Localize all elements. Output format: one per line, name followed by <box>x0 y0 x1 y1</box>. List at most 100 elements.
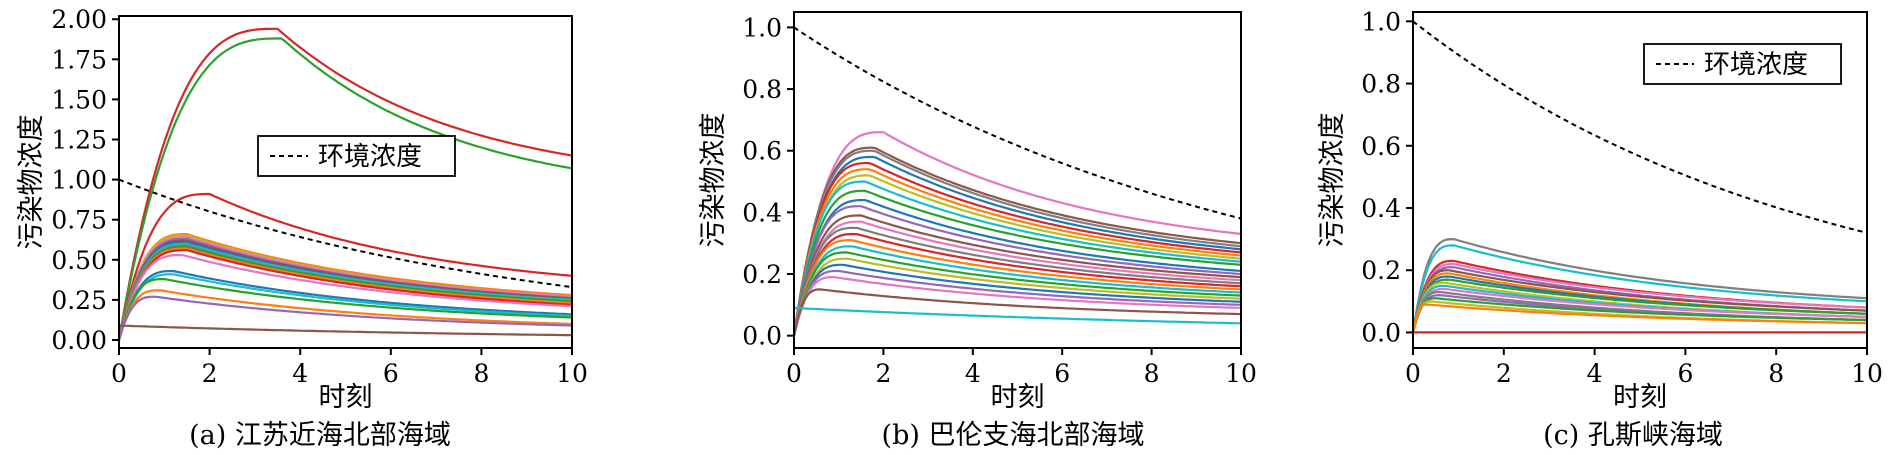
series-line-b20 <box>792 263 1242 336</box>
series-line-b11 <box>792 205 1242 336</box>
y-tick-label: 1.25 <box>51 125 107 154</box>
y-axis-label: 污染物浓度 <box>698 113 729 248</box>
panel-caption: (a) 江苏近海北部海域 <box>189 420 451 451</box>
plot-frame <box>1412 11 1868 349</box>
panel-a: 0 2 4 6 8 10 0.00 0.25 0.50 0.75 1.00 1.25 1.50 1.75 2… <box>16 5 588 451</box>
series-line-s15 <box>117 253 573 341</box>
series-line-b15 <box>792 232 1242 336</box>
panel-c: 0 2 4 6 8 10 0.0 0.2 0.4 0.6 0.8 1.0 时刻 污染物浓度 (c) 孔斯峡海… <box>1317 7 1883 451</box>
series-line-b13 <box>792 220 1242 336</box>
series-line-b3 <box>792 149 1242 336</box>
series-group <box>792 131 1242 336</box>
series-line-b22 <box>792 275 1242 336</box>
x-tick-label: 8 <box>1144 359 1160 388</box>
series-line-s19 <box>117 289 573 341</box>
y-tick-label: 0.00 <box>51 326 107 355</box>
y-tick-label: 0.4 <box>742 198 782 227</box>
series-line-green-high <box>117 37 573 341</box>
x-tick-label: 2 <box>875 359 891 388</box>
legend-label: 环境浓度 <box>318 142 422 172</box>
series-line-b7 <box>792 174 1242 336</box>
series-line-s16 <box>117 269 573 341</box>
x-tick-label: 4 <box>965 359 981 388</box>
series-line-s8 <box>117 239 573 341</box>
x-tick-label: 0 <box>111 359 127 388</box>
series-line-b23 <box>792 288 1242 336</box>
series-line-c-cyan <box>1411 244 1868 333</box>
x-tick-label: 10 <box>1851 359 1883 388</box>
y-tick-label: 0.8 <box>742 75 782 104</box>
x-tick-label: 0 <box>786 359 802 388</box>
series-line-red-high <box>117 27 573 341</box>
plot-frame <box>118 15 573 349</box>
series-line-b14 <box>792 226 1242 336</box>
series-group <box>1411 237 1868 334</box>
series-line-b10 <box>792 198 1242 336</box>
legend-label: 环境浓度 <box>1704 50 1808 80</box>
x-tick-label: 2 <box>1496 359 1512 388</box>
series-line-pink-top <box>792 131 1242 336</box>
x-axis-label: 时刻 <box>319 382 373 413</box>
plot-frame <box>793 11 1242 349</box>
environment-concentration-line <box>118 178 573 289</box>
panel-caption: (b) 巴伦支海北部海域 <box>882 420 1145 451</box>
series-line-s4 <box>117 233 573 341</box>
series-line-c4 <box>1411 262 1868 333</box>
series-line-c6 <box>1411 269 1868 333</box>
y-tick-label: 0.8 <box>1361 70 1401 99</box>
x-tick-label: 6 <box>383 359 399 388</box>
series-line-c12 <box>1411 287 1868 333</box>
legend: 环境浓度 <box>1643 43 1842 85</box>
y-tick-label: 0.2 <box>742 260 782 289</box>
series-line-b17 <box>792 245 1242 336</box>
y-tick-label: 0.2 <box>1361 256 1401 285</box>
x-tick-label: 10 <box>1225 359 1257 388</box>
panel-caption: (c) 孔斯峡海域 <box>1543 420 1723 451</box>
y-tick-label: 0.4 <box>1361 194 1401 223</box>
series-line-b16 <box>792 238 1242 336</box>
y-tick-label: 0.6 <box>742 137 782 166</box>
x-axis-label: 时刻 <box>991 382 1045 413</box>
y-tick-label: 1.0 <box>742 13 782 42</box>
x-tick-label: 4 <box>292 359 308 388</box>
environment-concentration-line <box>1412 20 1868 234</box>
y-axis-label: 污染物浓度 <box>16 115 47 250</box>
y-tick-label: 1.50 <box>51 85 107 114</box>
legend: 环境浓度 <box>257 135 456 177</box>
x-tick-label: 4 <box>1587 359 1603 388</box>
series-line-c15 <box>1411 297 1868 333</box>
series-line-b4 <box>792 155 1242 336</box>
series-line-s18 <box>117 277 573 341</box>
series-line-s12 <box>117 245 573 341</box>
series-line-s21 <box>118 324 573 337</box>
series-line-b9 <box>792 189 1242 336</box>
y-tick-label: 0.25 <box>51 286 107 315</box>
series-line-s13 <box>117 247 573 341</box>
environment-concentration-line <box>793 26 1242 220</box>
y-axis-label: 污染物浓度 <box>1317 113 1348 248</box>
x-tick-label: 6 <box>1054 359 1070 388</box>
series-line-red-mid <box>117 192 573 341</box>
y-tick-label: 0.0 <box>742 322 782 351</box>
y-tick-label: 0.50 <box>51 246 107 275</box>
y-tick-label: 1.75 <box>51 45 107 74</box>
y-tick-label: 1.0 <box>1361 7 1401 36</box>
series-group <box>117 27 573 341</box>
panel-b: 0 2 4 6 8 10 0.0 0.2 0.4 0.6 0.8 1.0 时刻 污染物浓度 (b) 巴伦支海… <box>698 11 1257 451</box>
series-line-c17 <box>1411 303 1868 333</box>
series-line-b6 <box>792 168 1242 336</box>
x-tick-label: 8 <box>1768 359 1784 388</box>
series-line-b21 <box>792 269 1242 336</box>
series-line-s20 <box>117 295 573 341</box>
x-tick-label: 6 <box>1677 359 1693 388</box>
y-tick-label: 0.6 <box>1361 132 1401 161</box>
series-line-s6 <box>117 236 573 341</box>
series-line-b18 <box>792 251 1242 336</box>
x-tick-label: 2 <box>202 359 218 388</box>
series-line-b5 <box>792 161 1242 336</box>
series-line-s14 <box>117 249 573 341</box>
y-tick-label: 0.0 <box>1361 318 1401 347</box>
series-line-b19 <box>792 257 1242 336</box>
series-line-c-grey <box>1411 237 1868 333</box>
